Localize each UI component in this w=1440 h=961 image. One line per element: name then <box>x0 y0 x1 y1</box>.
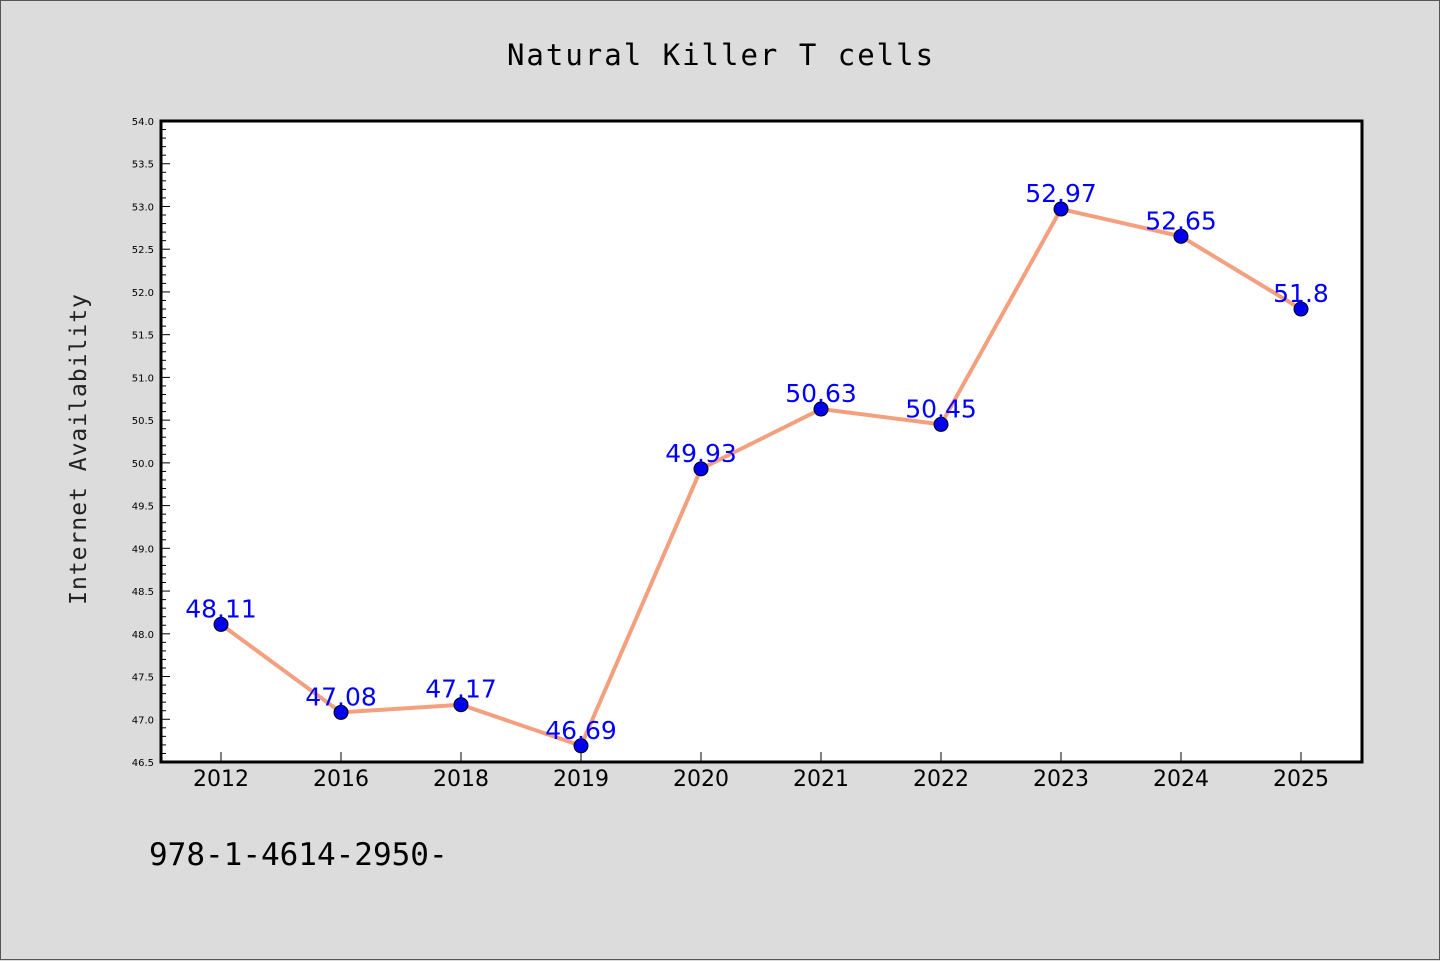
y-tick-label: 51.0 <box>132 373 154 384</box>
series-line <box>219 207 1303 748</box>
data-point <box>453 697 469 713</box>
data-point <box>333 704 349 720</box>
y-tick-label: 51.5 <box>132 331 154 342</box>
y-axis-ticks: 46.5 47.0 47.5 48.0 48.5 49.0 49.5 50.0 50.5 51.0… <box>132 117 170 769</box>
data-point <box>213 616 229 632</box>
data-label: 47.08 <box>305 682 377 711</box>
x-tick-label: 2020 <box>673 767 729 792</box>
y-tick-label: 49.5 <box>132 502 154 513</box>
data-label: 50.45 <box>905 394 977 423</box>
chart-title: Natural Killer T cells <box>507 38 935 72</box>
data-label: 52.97 <box>1025 179 1097 208</box>
x-tick-label: 2019 <box>553 767 609 792</box>
x-tick-label: 2022 <box>913 767 969 792</box>
data-label: 52.65 <box>1145 206 1217 235</box>
plot-area <box>161 121 1362 762</box>
y-tick-label: 48.5 <box>132 587 154 598</box>
y-axis-label: Internet Availability <box>66 293 92 605</box>
data-label: 46.69 <box>545 716 617 745</box>
data-label: 51.8 <box>1273 279 1329 308</box>
y-tick-label: 46.5 <box>132 758 154 769</box>
plot-border <box>159 119 1364 764</box>
x-tick-label: 2018 <box>433 767 489 792</box>
y-tick-label: 52.0 <box>132 288 154 299</box>
y-tick-label: 54.0 <box>132 117 154 128</box>
y-tick-label: 53.5 <box>132 160 154 171</box>
data-point <box>693 461 709 477</box>
x-tick-label: 2012 <box>193 767 249 792</box>
x-axis-ticks: 2012 2016 2018 2019 2020 2021 2022 2023 2024 2025 <box>193 752 1329 792</box>
data-label: 50.63 <box>785 379 857 408</box>
data-label: 49.93 <box>665 439 737 468</box>
y-tick-label: 53.0 <box>132 202 154 213</box>
y-tick-label: 47.0 <box>132 715 154 726</box>
x-tick-label: 2025 <box>1273 767 1329 792</box>
data-label: 47.17 <box>425 675 497 704</box>
x-tick-label: 2024 <box>1153 767 1209 792</box>
data-point <box>813 401 829 417</box>
y-tick-label: 50.0 <box>132 459 154 470</box>
y-tick-label: 48.0 <box>132 630 154 641</box>
y-tick-label: 50.5 <box>132 416 154 427</box>
data-point <box>933 416 949 432</box>
data-point <box>1293 301 1309 317</box>
footer-text: 978-1-4614-2950- <box>149 837 448 873</box>
y-tick-label: 49.0 <box>132 544 154 555</box>
data-point <box>573 738 589 754</box>
series-group: 48.11 47.08 47.17 46.69 49.93 50.63 50.45 52.97… <box>185 179 1329 754</box>
data-point <box>1173 228 1189 244</box>
y-tick-label: 52.5 <box>132 245 154 256</box>
data-label: 48.11 <box>185 594 257 623</box>
data-point <box>1053 201 1069 217</box>
x-tick-label: 2023 <box>1033 767 1089 792</box>
x-tick-label: 2021 <box>793 767 849 792</box>
y-tick-label: 47.5 <box>132 673 154 684</box>
x-tick-label: 2016 <box>313 767 369 792</box>
